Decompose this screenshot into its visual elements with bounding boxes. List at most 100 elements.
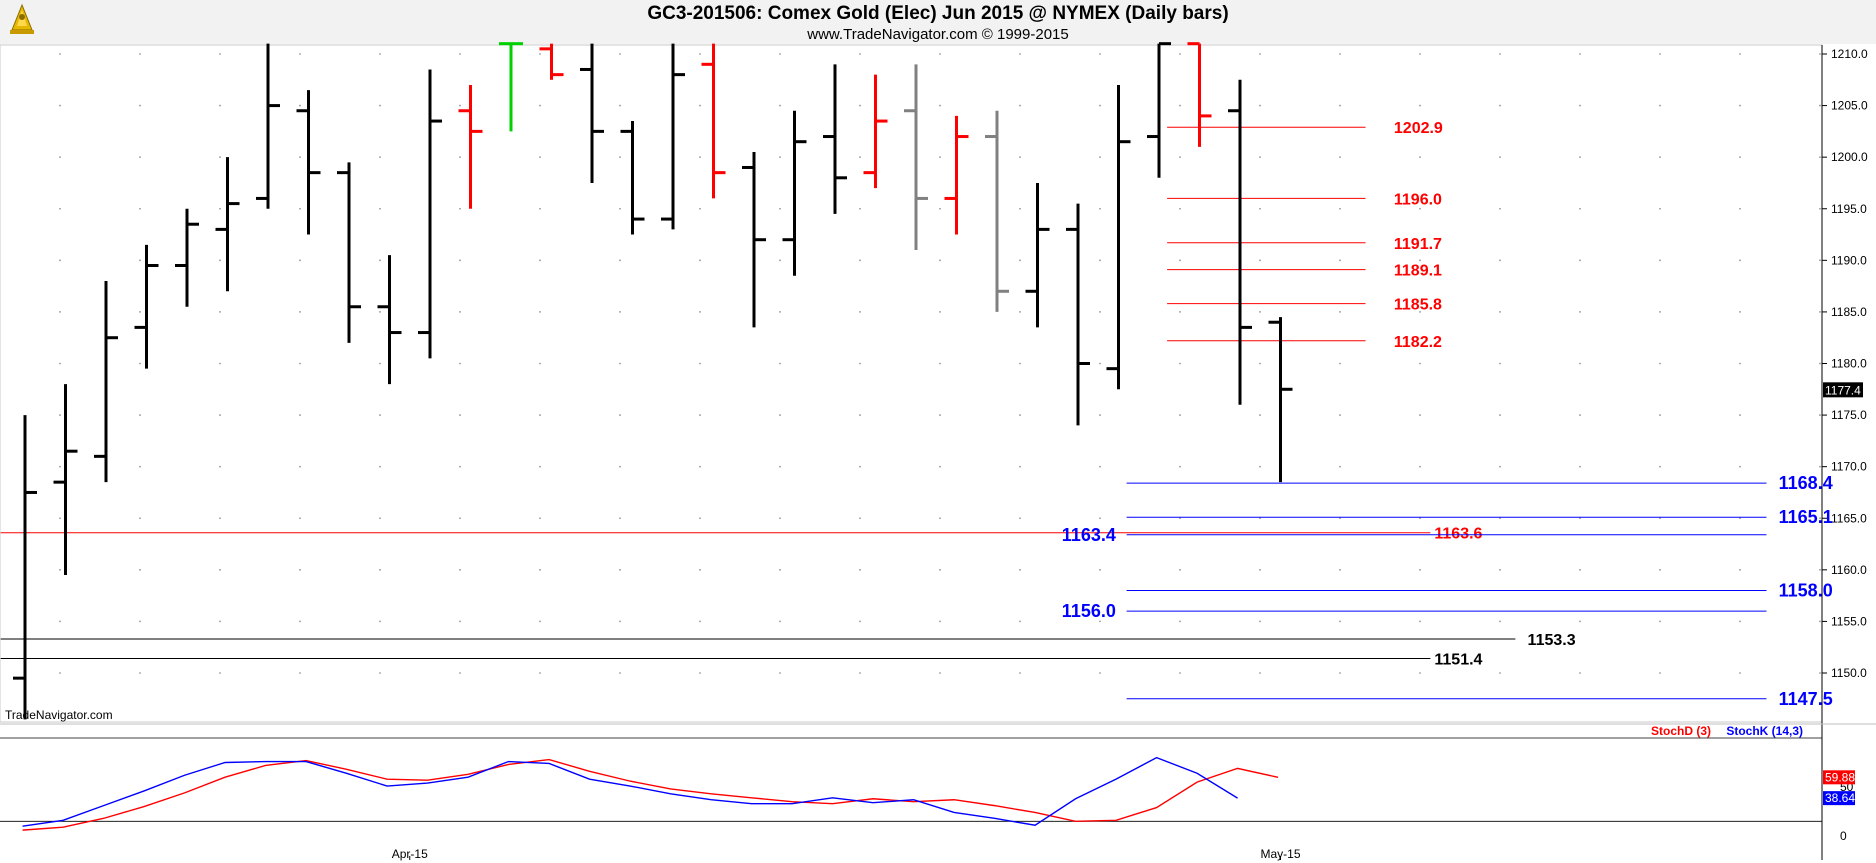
- grid-dot: [1659, 465, 1661, 468]
- grid-dot: [139, 620, 141, 623]
- grid-dot: [1339, 465, 1341, 468]
- grid-dot: [139, 362, 141, 365]
- grid-dot: [539, 104, 541, 107]
- grid-dot: [1259, 53, 1261, 55]
- grid-dot: [299, 414, 301, 416]
- grid-dot: [1339, 362, 1341, 365]
- grid-dot: [1419, 672, 1421, 674]
- y-tick-label: 1190.0: [1831, 253, 1867, 267]
- ohlc-bar: [53, 384, 78, 575]
- grid-dot: [699, 672, 701, 674]
- grid-dot: [139, 207, 141, 210]
- grid-dot: [1819, 362, 1821, 365]
- grid-dot: [1339, 672, 1341, 674]
- grid-dot: [939, 517, 941, 520]
- grid-dot: [779, 156, 781, 159]
- grid-dot: [139, 672, 141, 674]
- grid-dot: [859, 156, 861, 159]
- grid-dot: [219, 104, 221, 107]
- grid-dot: [299, 259, 301, 262]
- ohlc-bar: [1025, 182, 1050, 328]
- grid-dot: [299, 362, 301, 365]
- grid-dot: [539, 362, 541, 365]
- ohlc-bar: [742, 152, 766, 328]
- grid-dot: [859, 465, 861, 468]
- grid-dot: [299, 517, 301, 520]
- grid-dot: [379, 568, 381, 571]
- grid-dot: [1259, 414, 1261, 416]
- ohlc-bar: [1106, 84, 1131, 390]
- grid-dot: [1579, 156, 1581, 159]
- grid-dot: [859, 414, 861, 416]
- grid-dot: [459, 620, 461, 623]
- grid-dot: [1499, 620, 1501, 623]
- grid-dot: [59, 53, 61, 55]
- legend-stochd: StochD (3): [1651, 724, 1711, 738]
- y-tick-label: 1160.0: [1831, 563, 1867, 577]
- grid-dot: [1339, 53, 1341, 55]
- grid-dot: [459, 104, 461, 107]
- osc-last-box: [1823, 791, 1855, 806]
- grid-dot: [1019, 259, 1021, 262]
- grid-dot: [219, 568, 221, 571]
- grid-dot: [1499, 465, 1501, 468]
- grid-dot: [619, 517, 621, 520]
- level-label: 1185.8: [1394, 297, 1442, 314]
- grid-dot: [1819, 53, 1821, 55]
- grid-dot: [1259, 207, 1261, 210]
- grid-dot: [939, 568, 941, 571]
- trade-navigator-logo-icon: [4, 2, 40, 43]
- grid-dot: [859, 517, 861, 520]
- grid-dot: [139, 465, 141, 468]
- grid-dot: [1099, 414, 1101, 416]
- grid-dot: [1499, 362, 1501, 365]
- ohlc-bar: [620, 121, 645, 235]
- grid-dot: [939, 207, 941, 210]
- grid-dot: [1819, 568, 1821, 571]
- grid-dot: [1419, 568, 1421, 571]
- grid-dot: [59, 517, 61, 520]
- grid-dot: [1579, 207, 1581, 210]
- grid-dot: [1339, 156, 1341, 159]
- level-label: 1189.1: [1394, 263, 1442, 280]
- grid-dot: [1739, 311, 1741, 313]
- grid-dot: [59, 259, 61, 262]
- grid-dot: [1099, 568, 1101, 571]
- grid-dot: [219, 311, 221, 313]
- ohlc-bar: [1187, 42, 1212, 147]
- grid-dot: [779, 207, 781, 210]
- grid-dot: [219, 517, 221, 520]
- grid-dot: [459, 672, 461, 674]
- grid-dot: [219, 156, 221, 159]
- grid-dot: [779, 53, 781, 55]
- ohlc-bar: [580, 43, 604, 183]
- ohlc-bar: [458, 84, 483, 209]
- grid-dot: [699, 414, 701, 416]
- grid-dot: [219, 414, 221, 416]
- grid-dot: [859, 259, 861, 262]
- grid-dot: [539, 414, 541, 416]
- grid-dot: [1579, 465, 1581, 468]
- level-label: 1147.5: [1779, 689, 1833, 709]
- grid-dot: [619, 672, 621, 674]
- grid-dot: [779, 414, 781, 416]
- grid-dot: [139, 104, 141, 107]
- grid-dot: [1419, 104, 1421, 107]
- y-tick-label: 1150.0: [1831, 666, 1867, 680]
- y-tick-label: 1200.0: [1831, 150, 1868, 164]
- grid-dot: [619, 207, 621, 210]
- level-label: 1156.0: [1062, 601, 1116, 621]
- main-panel-border: [0, 44, 1823, 723]
- grid-dot: [379, 517, 381, 520]
- grid-dot: [1739, 672, 1741, 674]
- grid-dot: [699, 568, 701, 571]
- ohlc-bar: [337, 162, 361, 343]
- grid-dot: [1739, 620, 1741, 623]
- osc-last-box: [1823, 770, 1855, 785]
- grid-dot: [299, 465, 301, 468]
- grid-dot: [779, 672, 781, 674]
- grid-dot: [539, 53, 541, 55]
- level-label: 1168.4: [1779, 473, 1833, 493]
